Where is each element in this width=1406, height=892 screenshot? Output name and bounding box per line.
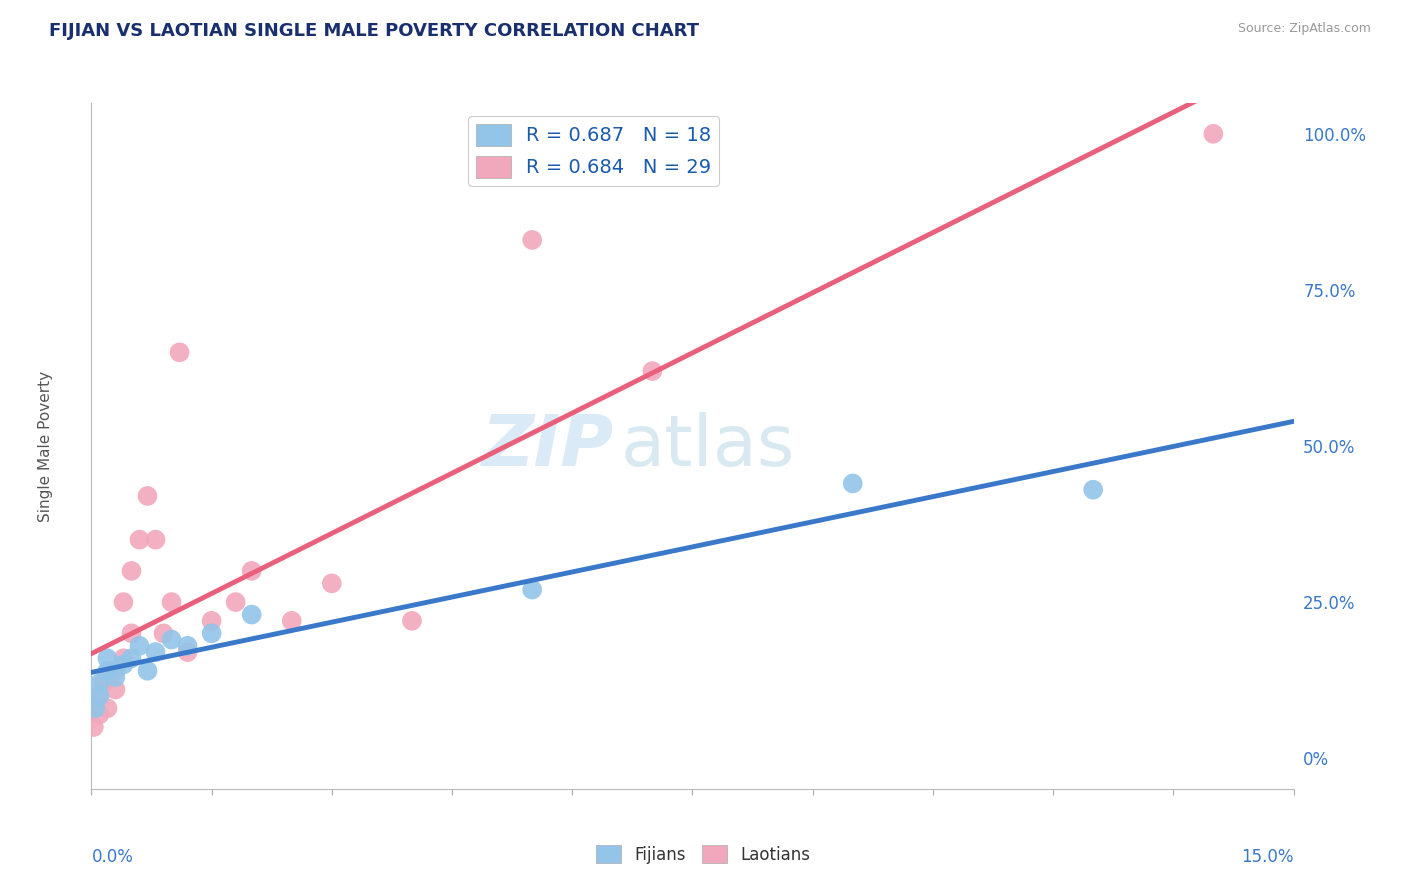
Point bbox=[240, 564, 263, 578]
Point bbox=[160, 632, 183, 647]
Point bbox=[522, 233, 544, 247]
Text: 0.0%: 0.0% bbox=[91, 847, 134, 866]
Point bbox=[84, 701, 107, 715]
Point bbox=[121, 564, 143, 578]
Point bbox=[104, 664, 127, 678]
Point bbox=[641, 364, 664, 378]
Point bbox=[112, 651, 135, 665]
Point bbox=[128, 639, 150, 653]
Point bbox=[240, 607, 263, 622]
Point bbox=[1083, 483, 1105, 497]
Point bbox=[112, 595, 135, 609]
Point bbox=[136, 664, 159, 678]
Point bbox=[96, 651, 118, 665]
Point bbox=[96, 670, 118, 684]
Point bbox=[89, 676, 111, 690]
Point bbox=[201, 626, 224, 640]
Point bbox=[121, 626, 143, 640]
Point bbox=[176, 645, 198, 659]
Point bbox=[281, 614, 304, 628]
Legend: R = 0.687   N = 18, R = 0.684   N = 29: R = 0.687 N = 18, R = 0.684 N = 29 bbox=[468, 116, 718, 186]
Point bbox=[145, 645, 167, 659]
Text: FIJIAN VS LAOTIAN SINGLE MALE POVERTY CORRELATION CHART: FIJIAN VS LAOTIAN SINGLE MALE POVERTY CO… bbox=[49, 22, 699, 40]
Point bbox=[841, 476, 863, 491]
Text: Single Male Poverty: Single Male Poverty bbox=[38, 370, 53, 522]
Point bbox=[104, 670, 127, 684]
Point bbox=[145, 533, 167, 547]
Point bbox=[522, 582, 544, 597]
Point bbox=[112, 657, 135, 672]
Point bbox=[1202, 127, 1225, 141]
Point bbox=[128, 533, 150, 547]
Point bbox=[321, 576, 343, 591]
Point bbox=[89, 689, 111, 703]
Text: 15.0%: 15.0% bbox=[1241, 847, 1294, 866]
Point bbox=[83, 720, 105, 734]
Point bbox=[176, 639, 198, 653]
Text: ZIP: ZIP bbox=[482, 411, 614, 481]
Point bbox=[169, 345, 191, 359]
Point bbox=[401, 614, 423, 628]
Point bbox=[96, 701, 118, 715]
Legend: Fijians, Laotians: Fijians, Laotians bbox=[589, 838, 817, 871]
Point bbox=[136, 489, 159, 503]
Text: Source: ZipAtlas.com: Source: ZipAtlas.com bbox=[1237, 22, 1371, 36]
Point bbox=[89, 707, 111, 722]
Text: atlas: atlas bbox=[620, 411, 794, 481]
Point bbox=[96, 664, 118, 678]
Point bbox=[225, 595, 247, 609]
Point bbox=[121, 651, 143, 665]
Point bbox=[84, 701, 107, 715]
Point bbox=[89, 689, 111, 703]
Point bbox=[201, 614, 224, 628]
Point bbox=[104, 682, 127, 697]
Point bbox=[93, 676, 115, 690]
Point bbox=[152, 626, 174, 640]
Point bbox=[160, 595, 183, 609]
